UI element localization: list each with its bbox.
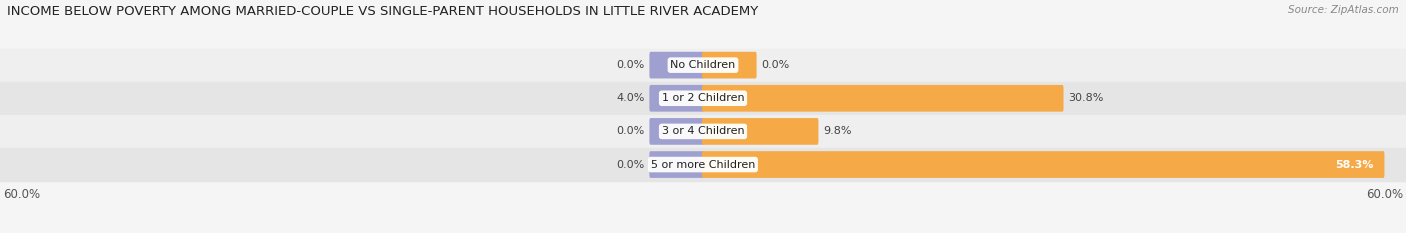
FancyBboxPatch shape [702, 85, 1063, 112]
Text: 5 or more Children: 5 or more Children [651, 160, 755, 170]
FancyBboxPatch shape [650, 151, 704, 178]
Text: 58.3%: 58.3% [1336, 160, 1374, 170]
Text: 4.0%: 4.0% [616, 93, 645, 103]
Text: 0.0%: 0.0% [616, 60, 645, 70]
Bar [0, 48, 1406, 82]
Text: Source: ZipAtlas.com: Source: ZipAtlas.com [1288, 5, 1399, 15]
Text: 0.0%: 0.0% [616, 160, 645, 170]
Text: 30.8%: 30.8% [1069, 93, 1104, 103]
Text: 3 or 4 Children: 3 or 4 Children [662, 127, 744, 136]
FancyBboxPatch shape [702, 52, 756, 79]
Bar [0, 148, 1406, 181]
Text: 9.8%: 9.8% [823, 127, 852, 136]
FancyBboxPatch shape [702, 118, 818, 145]
Text: 0.0%: 0.0% [762, 60, 790, 70]
FancyBboxPatch shape [650, 52, 704, 79]
Bar [0, 115, 1406, 148]
Text: 60.0%: 60.0% [1367, 188, 1403, 201]
FancyBboxPatch shape [702, 151, 1385, 178]
Text: 1 or 2 Children: 1 or 2 Children [662, 93, 744, 103]
Text: 0.0%: 0.0% [616, 127, 645, 136]
Bar [0, 82, 1406, 115]
FancyBboxPatch shape [650, 118, 704, 145]
FancyBboxPatch shape [650, 85, 704, 112]
Text: INCOME BELOW POVERTY AMONG MARRIED-COUPLE VS SINGLE-PARENT HOUSEHOLDS IN LITTLE : INCOME BELOW POVERTY AMONG MARRIED-COUPL… [7, 5, 758, 18]
Text: 60.0%: 60.0% [3, 188, 39, 201]
Text: No Children: No Children [671, 60, 735, 70]
